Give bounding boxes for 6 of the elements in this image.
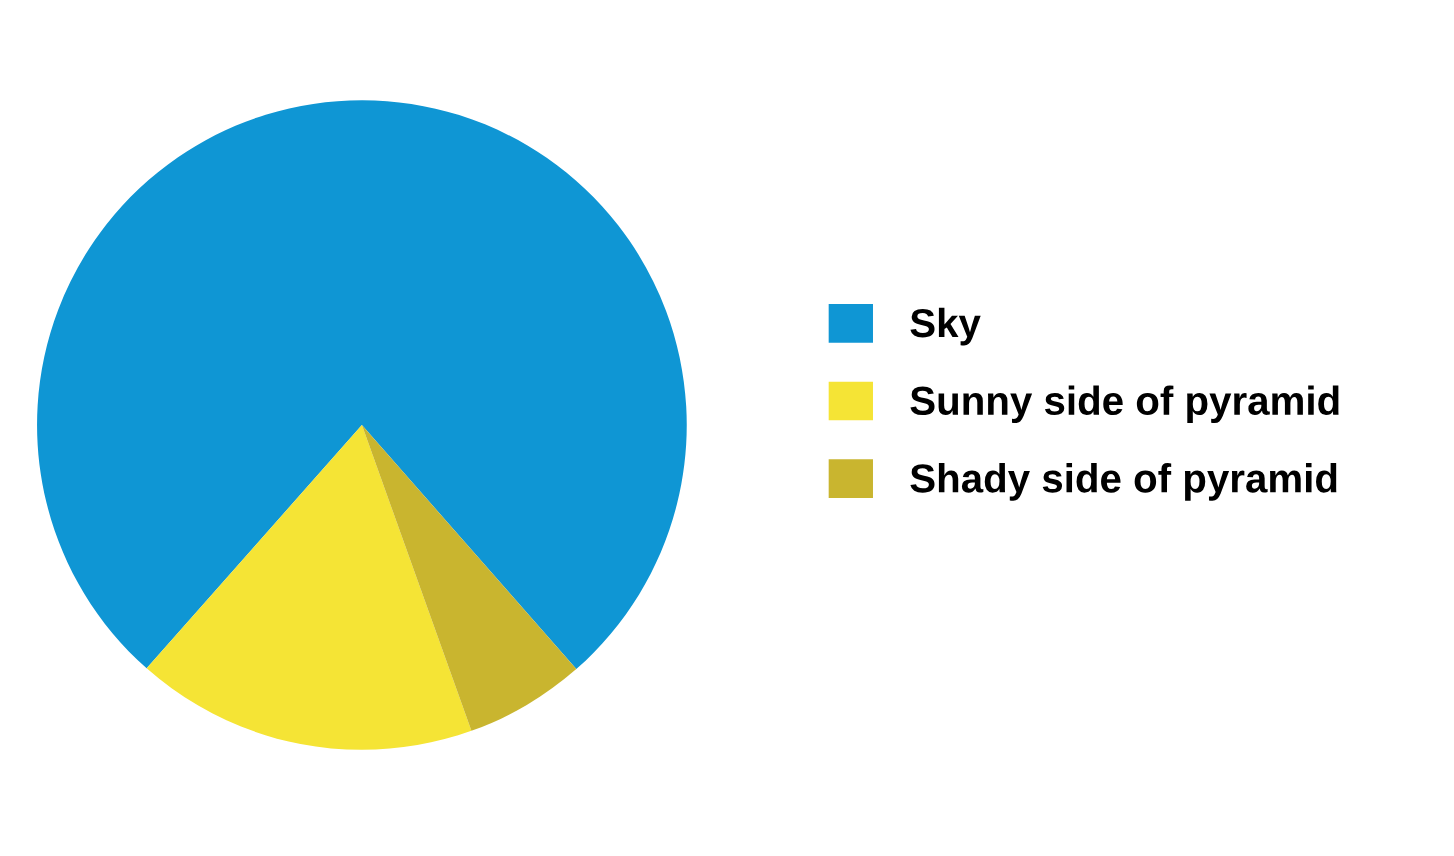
legend-label: Sunny side of pyramid [910, 385, 1339, 424]
pie-slice [361, 425, 577, 731]
legend-label: Sky [910, 307, 981, 346]
pie-slice [37, 100, 687, 670]
pie-slice [146, 425, 472, 750]
legend-label: Shady side of pyramid [910, 463, 1337, 501]
